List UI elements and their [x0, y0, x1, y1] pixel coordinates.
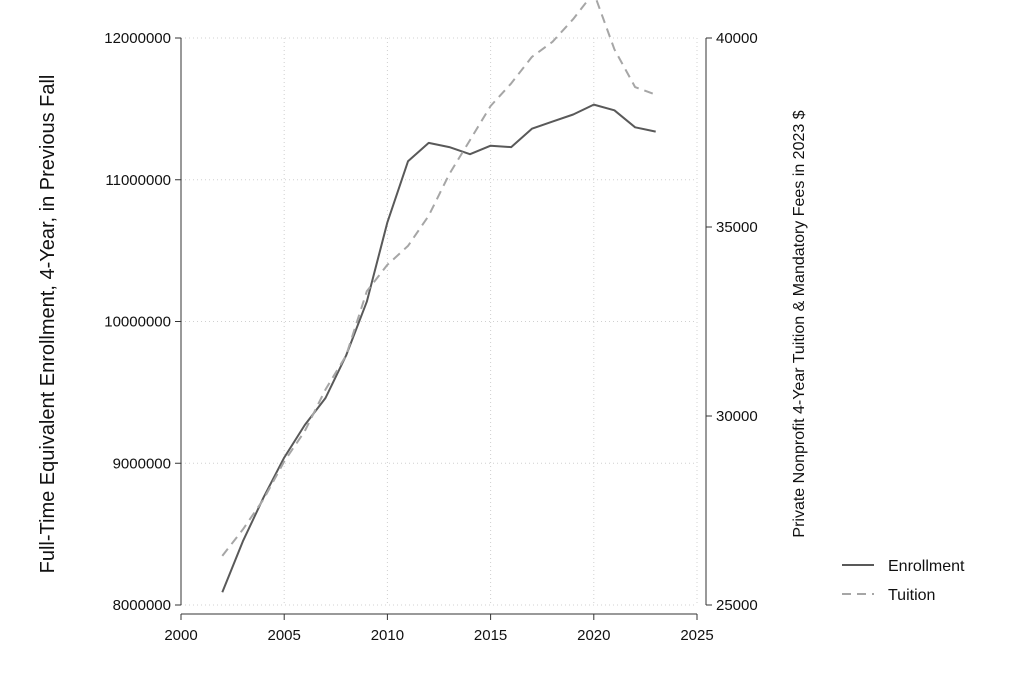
x-tick-label: 2010	[371, 627, 404, 644]
tick-labels: 8000000 9000000 10000000 11000000 12000000 20…	[104, 30, 757, 644]
legend-label-enrollment: Enrollment	[888, 558, 965, 575]
y-tick-label: 12000000	[104, 30, 171, 47]
legend: Enrollment Tuition	[842, 558, 965, 604]
y-tick-label: 8000000	[113, 597, 171, 614]
y2-tick-label: 30000	[716, 408, 758, 425]
y-tick-label: 11000000	[105, 172, 171, 189]
x-tick-label: 2025	[680, 627, 713, 644]
y2-tick-label: 40000	[716, 30, 758, 47]
x-tick-label: 2000	[164, 627, 197, 644]
legend-label-tuition: Tuition	[888, 587, 935, 604]
y-tick-label: 10000000	[104, 314, 171, 331]
series-line-enrollment	[221, 103, 656, 593]
axes	[175, 37, 712, 620]
x-tick-label: 2020	[577, 627, 610, 644]
x-tick-label: 2015	[474, 627, 507, 644]
y2-tick-label: 25000	[716, 597, 758, 614]
y2-axis-title: Private Nonprofit 4-Year Tuition & Manda…	[791, 110, 808, 537]
gridlines	[180, 37, 698, 606]
y2-tick-label: 35000	[716, 219, 758, 236]
series-line-tuition	[221, 0, 657, 557]
y-tick-label: 9000000	[113, 455, 171, 472]
x-tick-label: 2005	[268, 627, 301, 644]
series-lines	[221, 0, 657, 593]
y-axis-title: Full-Time Equivalent Enrollment, 4-Year,…	[37, 75, 59, 574]
